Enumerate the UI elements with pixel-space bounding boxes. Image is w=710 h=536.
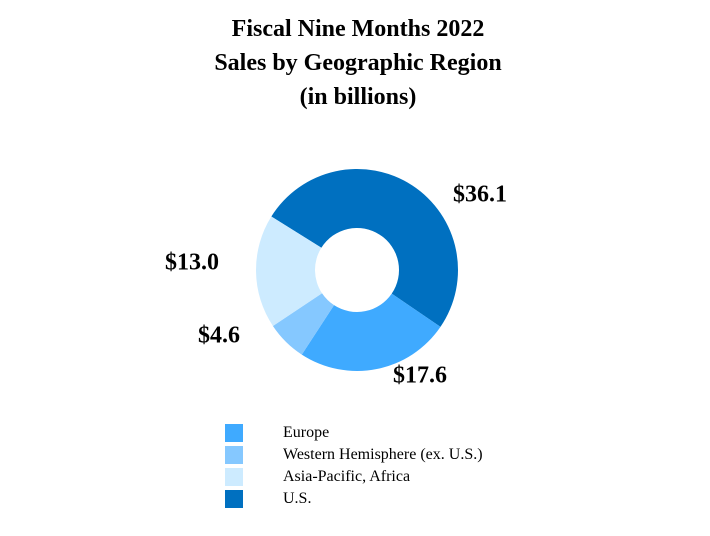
legend-label-us: U.S. (283, 490, 312, 507)
data-label-western-hemisphere-ex-u-s: $4.6 (198, 323, 240, 349)
slice-asia-pacific-africa (256, 216, 323, 326)
legend-item-asia-pacific-africa: Asia-Pacific, Africa (225, 466, 545, 488)
slice-u-s (271, 169, 458, 327)
slice-western-hemisphere-ex-u-s (272, 293, 335, 355)
legend-swatch-us (225, 490, 243, 508)
legend-swatch-asia-pacific-africa (225, 468, 243, 486)
chart-title: Fiscal Nine Months 2022 Sales by Geograp… (0, 12, 710, 114)
legend-item-europe: Europe (225, 422, 545, 444)
chart-legend: Europe Western Hemisphere (ex. U.S.) Asi… (225, 422, 545, 510)
chart-title-line-2: Sales by Geographic Region (214, 50, 502, 76)
legend-label-asia-pacific-africa: Asia-Pacific, Africa (283, 468, 411, 485)
legend-swatch-western-hemisphere (225, 446, 243, 464)
chart-title-line-3: (in billions) (299, 84, 417, 110)
data-label-u-s: $36.1 (453, 182, 507, 208)
slice-europe (301, 293, 441, 372)
chart-title-line-1: Fiscal Nine Months 2022 (231, 16, 485, 42)
legend-swatch-europe (225, 424, 243, 442)
legend-label-western-hemisphere: Western Hemisphere (ex. U.S.) (283, 446, 483, 463)
legend-item-us: U.S. (225, 488, 545, 510)
data-label-asia-pacific-africa: $13.0 (165, 250, 219, 276)
legend-label-europe: Europe (283, 424, 330, 441)
data-label-europe: $17.6 (393, 363, 447, 389)
legend-item-western-hemisphere: Western Hemisphere (ex. U.S.) (225, 444, 545, 466)
